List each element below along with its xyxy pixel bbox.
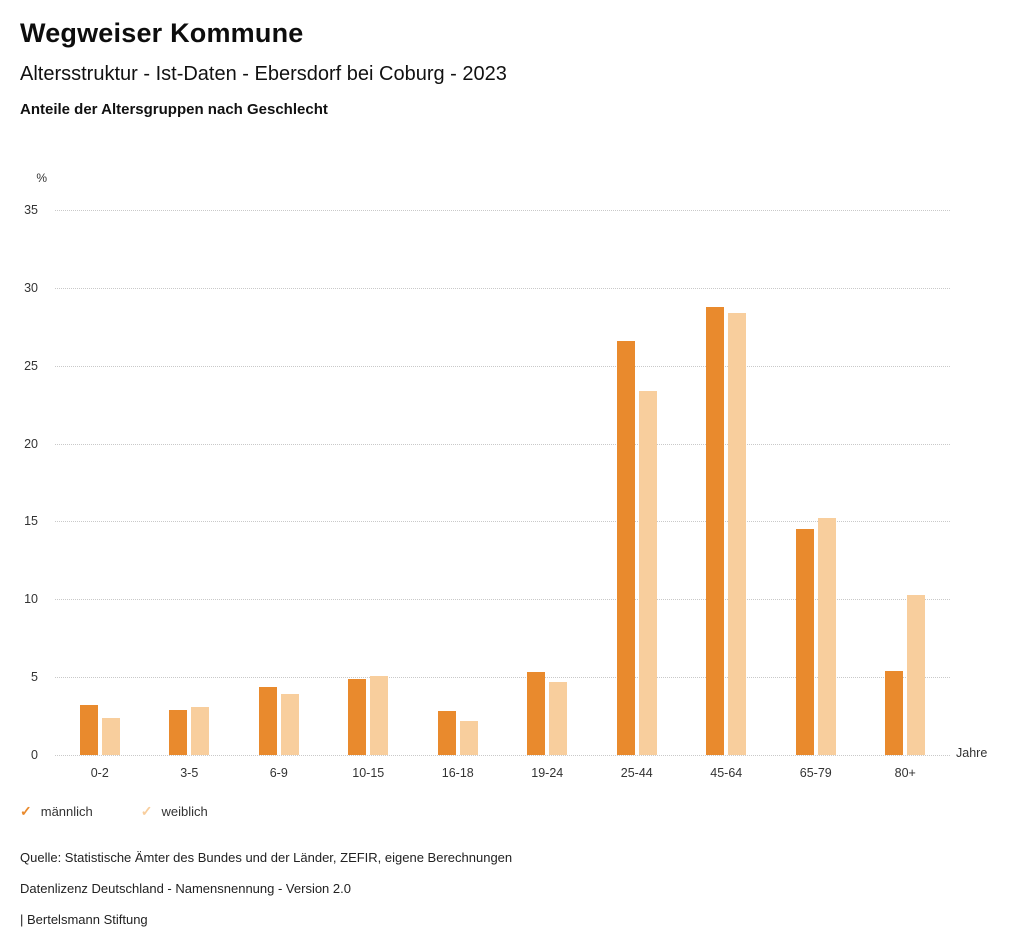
attribution-text: | Bertelsmann Stiftung bbox=[20, 912, 148, 927]
y-tick-label-10: 10 bbox=[24, 592, 38, 607]
bar-group-3-5 bbox=[145, 210, 235, 755]
x-tick-label-16-18: 16-18 bbox=[441, 766, 474, 780]
bar-maennlich-3-5[interactable] bbox=[169, 709, 188, 755]
legend: ✓ männlich ✓ weiblich bbox=[20, 803, 256, 820]
plot-area bbox=[55, 210, 950, 755]
page-subtitle: Altersstruktur - Ist-Daten - Ebersdorf b… bbox=[20, 63, 507, 85]
x-tick-label-45-64: 45-64 bbox=[710, 766, 743, 780]
gridline-15 bbox=[55, 521, 950, 523]
x-tick-label-6-9: 6-9 bbox=[269, 766, 288, 780]
x-tick-label-19-24: 19-24 bbox=[531, 766, 564, 780]
check-icon: ✓ bbox=[20, 803, 32, 819]
bar-group-10-15 bbox=[324, 210, 414, 755]
bar-group-16-18 bbox=[413, 210, 503, 755]
bar-weiblich-45-64[interactable] bbox=[728, 312, 747, 755]
check-icon: ✓ bbox=[140, 803, 153, 819]
x-tick-label-80+: 80+ bbox=[894, 766, 916, 780]
bar-group-6-9 bbox=[234, 210, 324, 755]
bar-weiblich-25-44[interactable] bbox=[638, 390, 657, 755]
y-tick-label-30: 30 bbox=[24, 280, 38, 295]
x-tick-label-25-44: 25-44 bbox=[620, 766, 653, 780]
bar-maennlich-10-15[interactable] bbox=[348, 678, 367, 755]
y-tick-label-20: 20 bbox=[24, 436, 38, 451]
footer: Quelle: Statistische Ämter des Bundes un… bbox=[20, 842, 1000, 935]
bar-weiblich-0-2[interactable] bbox=[101, 717, 120, 755]
chart-heading: Anteile der Altersgruppen nach Geschlech… bbox=[20, 101, 328, 118]
license-text: Datenlizenz Deutschland - Namensnennung … bbox=[20, 881, 351, 896]
bar-maennlich-80+[interactable] bbox=[885, 670, 904, 755]
bar-group-65-79 bbox=[771, 210, 861, 755]
y-tick-label-35: 35 bbox=[24, 203, 38, 217]
bar-weiblich-10-15[interactable] bbox=[370, 675, 389, 755]
bar-maennlich-16-18[interactable] bbox=[437, 711, 456, 755]
bar-weiblich-19-24[interactable] bbox=[549, 681, 568, 755]
bar-maennlich-65-79[interactable] bbox=[795, 529, 814, 755]
bar-weiblich-16-18[interactable] bbox=[459, 720, 478, 755]
bar-weiblich-6-9[interactable] bbox=[280, 694, 299, 755]
gridline-0 bbox=[55, 755, 950, 756]
legend-label-maennlich: männlich bbox=[40, 804, 93, 819]
chart: % 0 5 10 15 20 25 30 35 0-2 3-5 6-9 10-15 16-18 19-2… bbox=[0, 165, 1024, 800]
gridline-30 bbox=[55, 287, 950, 289]
legend-label-weiblich: weiblich bbox=[161, 804, 208, 819]
y-tick-label-5: 5 bbox=[31, 670, 38, 685]
y-tick-label-15: 15 bbox=[24, 514, 38, 529]
bar-weiblich-80+[interactable] bbox=[907, 594, 926, 755]
bar-weiblich-65-79[interactable] bbox=[817, 518, 836, 755]
x-tick-label-0-2: 0-2 bbox=[90, 766, 109, 780]
bar-maennlich-19-24[interactable] bbox=[527, 672, 546, 755]
gridline-10 bbox=[55, 599, 950, 601]
bar-group-0-2 bbox=[55, 210, 145, 755]
bar-maennlich-6-9[interactable] bbox=[258, 686, 277, 755]
x-tick-label-3-5: 3-5 bbox=[180, 766, 199, 780]
gridline-20 bbox=[55, 443, 950, 445]
header: Wegweiser Kommune Altersstruktur - Ist-D… bbox=[20, 18, 1000, 118]
bar-maennlich-0-2[interactable] bbox=[79, 705, 98, 755]
bar-maennlich-45-64[interactable] bbox=[706, 306, 725, 755]
legend-item-weiblich[interactable]: ✓ weiblich bbox=[141, 803, 208, 820]
y-axis: 0 5 10 15 20 25 30 35 bbox=[0, 165, 38, 800]
source-text: Quelle: Statistische Ämter des Bundes un… bbox=[20, 850, 513, 865]
bar-group-80+ bbox=[861, 210, 951, 755]
page-title: Wegweiser Kommune bbox=[20, 18, 304, 48]
bar-group-25-44 bbox=[592, 210, 682, 755]
bar-maennlich-25-44[interactable] bbox=[616, 340, 635, 755]
gridline-5 bbox=[55, 677, 950, 679]
y-axis-unit-label: % bbox=[36, 171, 47, 185]
y-tick-label-25: 25 bbox=[24, 358, 38, 373]
bar-weiblich-3-5[interactable] bbox=[191, 706, 210, 755]
legend-item-maennlich[interactable]: ✓ männlich bbox=[20, 803, 93, 820]
x-tick-label-10-15: 10-15 bbox=[352, 766, 385, 780]
x-axis-unit-label: Jahre bbox=[956, 746, 988, 760]
gridline-35 bbox=[55, 210, 950, 211]
bar-group-19-24 bbox=[503, 210, 593, 755]
bar-group-45-64 bbox=[682, 210, 772, 755]
gridlines bbox=[55, 210, 950, 756]
x-axis: 0-2 3-5 6-9 10-15 16-18 19-24 25-44 45-64 65-79 8… bbox=[55, 766, 950, 780]
x-tick-label-65-79: 65-79 bbox=[799, 766, 832, 780]
y-tick-label-0: 0 bbox=[31, 748, 38, 762]
gridline-25 bbox=[55, 365, 950, 367]
